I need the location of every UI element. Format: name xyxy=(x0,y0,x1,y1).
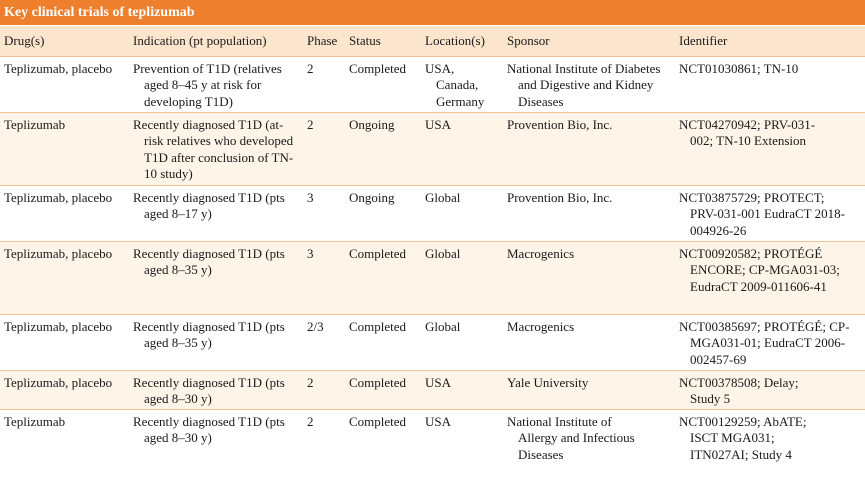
cell-location-text: USA xyxy=(425,374,452,390)
cell-phase: 2 xyxy=(307,116,314,132)
table-row: Teplizumab Recently diagnosed T1D (at-ri… xyxy=(0,112,865,185)
cell-sponsor: Macrogenics xyxy=(507,314,679,370)
cell-indication: Recently diagnosed T1D (pts aged 8–17 y) xyxy=(133,185,307,241)
cell-indication-text: Prevention of T1D (relatives aged 8–45 y… xyxy=(133,60,282,109)
header-phase: Phase xyxy=(307,33,338,48)
cell-location-text: USA, Canada, Germany xyxy=(425,60,485,109)
cell-sponsor-text: Yale University xyxy=(507,374,589,390)
cell-sponsor-text: National Institute of Diabetes and Diges… xyxy=(507,60,661,109)
cell-indication-text: Recently diagnosed T1D (pts aged 8–30 y) xyxy=(133,413,285,446)
cell-sponsor-text: Provention Bio, Inc. xyxy=(507,189,613,205)
table-title: Key clinical trials of teplizumab xyxy=(4,5,195,20)
cell-indication-text: Recently diagnosed T1D (pts aged 8–30 y) xyxy=(133,374,285,407)
cell-location-text: Global xyxy=(425,318,461,334)
cell-identifier-text: NCT00129259; AbATE; ISCT MGA031; ITN027A… xyxy=(679,413,807,462)
table-row: Teplizumab, placebo Prevention of T1D (r… xyxy=(0,56,865,112)
cell-sponsor-text: Macrogenics xyxy=(507,318,575,334)
header-status: Status xyxy=(349,33,381,48)
cell-indication: Recently diagnosed T1D (at-risk relative… xyxy=(133,112,307,185)
table-row: Teplizumab, placebo Recently diagnosed T… xyxy=(0,314,865,370)
cell-identifier: NCT03875729; PROTECT; PRV-031-001 EudraC… xyxy=(679,185,865,241)
cell-location: USA xyxy=(425,370,507,409)
header-indication: Indication (pt population) xyxy=(133,33,267,48)
cell-location-text: Global xyxy=(425,189,461,205)
cell-location: USA xyxy=(425,112,507,185)
cell-identifier: NCT00129259; AbATE; ISCT MGA031; ITN027A… xyxy=(679,409,865,465)
cell-sponsor: Yale University xyxy=(507,370,679,409)
header-identifier: Identifier xyxy=(679,33,728,48)
cell-status: Completed xyxy=(349,60,407,76)
cell-location: Global xyxy=(425,241,507,314)
cell-drug: Teplizumab, placebo xyxy=(4,60,113,76)
header-sponsor: Sponsor xyxy=(507,33,550,48)
cell-indication-text: Recently diagnosed T1D (at-risk relative… xyxy=(133,116,294,182)
cell-indication: Recently diagnosed T1D (pts aged 8–30 y) xyxy=(133,409,307,465)
cell-identifier-text: NCT00385697; PROTÉGÉ; CP-MGA031-01; Eudr… xyxy=(679,318,850,367)
cell-phase: 2 xyxy=(307,60,314,76)
cell-location: Global xyxy=(425,314,507,370)
cell-phase: 2 xyxy=(307,374,314,390)
cell-identifier-text: NCT01030861; TN-10 xyxy=(679,60,799,76)
cell-sponsor-text: Macrogenics xyxy=(507,245,575,261)
cell-identifier: NCT01030861; TN-10 xyxy=(679,56,865,112)
cell-sponsor: Provention Bio, Inc. xyxy=(507,112,679,185)
cell-indication: Prevention of T1D (relatives aged 8–45 y… xyxy=(133,56,307,112)
cell-indication: Recently diagnosed T1D (pts aged 8–35 y) xyxy=(133,314,307,370)
cell-location: Global xyxy=(425,185,507,241)
cell-sponsor: Macrogenics xyxy=(507,241,679,314)
cell-location-text: USA xyxy=(425,116,452,132)
cell-indication: Recently diagnosed T1D (pts aged 8–30 y) xyxy=(133,370,307,409)
header-drugs: Drug(s) xyxy=(4,33,45,48)
cell-identifier-text: NCT04270942; PRV-031-002; TN-10 Extensio… xyxy=(679,116,816,149)
cell-status: Completed xyxy=(349,318,407,334)
cell-indication-text: Recently diagnosed T1D (pts aged 8–17 y) xyxy=(133,189,285,222)
cell-status: Completed xyxy=(349,245,407,261)
table-header-row: Drug(s) Indication (pt population) Phase… xyxy=(0,26,865,56)
cell-drug: Teplizumab, placebo xyxy=(4,189,113,205)
trials-table: Drug(s) Indication (pt population) Phase… xyxy=(0,26,865,465)
cell-indication-text: Recently diagnosed T1D (pts aged 8–35 y) xyxy=(133,245,285,278)
cell-drug: Teplizumab, placebo xyxy=(4,374,113,390)
cell-drug: Teplizumab, placebo xyxy=(4,245,113,261)
cell-identifier: NCT00378508; Delay; Study 5 xyxy=(679,370,865,409)
cell-identifier-text: NCT00920582; PROTÉGÉ ENCORE; CP-MGA031-0… xyxy=(679,245,840,294)
cell-identifier: NCT00385697; PROTÉGÉ; CP-MGA031-01; Eudr… xyxy=(679,314,865,370)
cell-indication: Recently diagnosed T1D (pts aged 8–35 y) xyxy=(133,241,307,314)
cell-drug: Teplizumab xyxy=(4,116,66,132)
cell-identifier: NCT04270942; PRV-031-002; TN-10 Extensio… xyxy=(679,112,865,185)
cell-drug: Teplizumab xyxy=(4,413,66,429)
cell-sponsor-text: Provention Bio, Inc. xyxy=(507,116,613,132)
table-row: Teplizumab Recently diagnosed T1D (pts a… xyxy=(0,409,865,465)
cell-status: Ongoing xyxy=(349,189,395,205)
table-row: Teplizumab, placebo Recently diagnosed T… xyxy=(0,185,865,241)
cell-identifier-text: NCT00378508; Delay; Study 5 xyxy=(679,374,799,407)
header-location: Location(s) xyxy=(425,33,485,48)
cell-location: USA xyxy=(425,409,507,465)
cell-status: Completed xyxy=(349,374,407,390)
cell-indication-text: Recently diagnosed T1D (pts aged 8–35 y) xyxy=(133,318,285,351)
cell-location-text: Global xyxy=(425,245,461,261)
cell-phase: 3 xyxy=(307,245,314,261)
cell-phase: 2 xyxy=(307,413,314,429)
cell-identifier-text: NCT03875729; PROTECT; PRV-031-001 EudraC… xyxy=(679,189,845,238)
table-title-bar: Key clinical trials of teplizumab xyxy=(0,0,865,25)
cell-sponsor: National Institute of Allergy and Infect… xyxy=(507,409,679,465)
cell-sponsor: National Institute of Diabetes and Diges… xyxy=(507,56,679,112)
cell-sponsor: Provention Bio, Inc. xyxy=(507,185,679,241)
table-row: Teplizumab, placebo Recently diagnosed T… xyxy=(0,370,865,409)
cell-drug: Teplizumab, placebo xyxy=(4,318,113,334)
cell-status: Completed xyxy=(349,413,407,429)
cell-sponsor-text: National Institute of Allergy and Infect… xyxy=(507,413,635,462)
cell-identifier: NCT00920582; PROTÉGÉ ENCORE; CP-MGA031-0… xyxy=(679,241,865,314)
table-row: Teplizumab, placebo Recently diagnosed T… xyxy=(0,241,865,314)
cell-status: Ongoing xyxy=(349,116,395,132)
cell-location-text: USA xyxy=(425,413,452,429)
cell-phase: 2/3 xyxy=(307,318,324,334)
cell-phase: 3 xyxy=(307,189,314,205)
cell-location: USA, Canada, Germany xyxy=(425,56,507,112)
